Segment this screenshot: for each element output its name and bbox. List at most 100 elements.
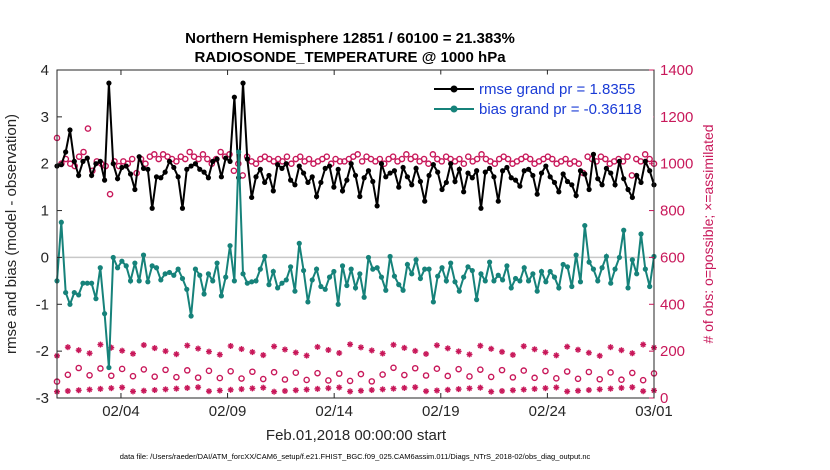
bias-point [89, 280, 95, 286]
rmse-point [162, 169, 168, 175]
obs-possible-point [460, 160, 468, 168]
bias-point [67, 301, 73, 307]
obs-assimilated-point [564, 343, 571, 350]
rmse-point [76, 172, 82, 179]
obs-assimilated-point [542, 349, 549, 356]
bias-point [270, 268, 276, 275]
bias-point [231, 278, 237, 284]
obs-assimilated-point [499, 348, 506, 355]
bias-point [603, 253, 610, 260]
obs-possible-point [323, 153, 331, 160]
x-tick-label: 03/01 [635, 403, 673, 420]
rmse-point [63, 149, 69, 155]
rmse-point [443, 179, 449, 186]
y-tick-label: -3 [36, 390, 49, 407]
bias-point [292, 288, 298, 294]
bias-point [253, 278, 259, 284]
bias-point [642, 266, 648, 272]
bias-point [573, 252, 579, 258]
rmse-point [629, 194, 635, 201]
obs-assimilated-point [531, 346, 538, 353]
obs-assimilated-point [260, 352, 267, 359]
bias-point [296, 240, 302, 246]
bias-point [482, 278, 488, 284]
obs-possible-point [217, 148, 224, 156]
obs-assimilated-point [553, 352, 560, 359]
rmse-point [538, 170, 545, 176]
rmse-point [638, 179, 644, 186]
obs-possible-point [106, 190, 114, 198]
rmse-point [365, 168, 372, 174]
obs-assimilated-point [271, 388, 278, 395]
obs-assimilated-point [292, 349, 299, 356]
rmse-point [517, 183, 523, 189]
rmse-point [283, 161, 289, 167]
obs-possible-low-point [346, 377, 354, 385]
obs-possible-low-point [75, 364, 83, 372]
bias-point [58, 219, 64, 225]
obs-assimilated-point [531, 385, 538, 392]
rmse-point [71, 158, 77, 164]
bias-point [508, 285, 514, 291]
rmse-point [452, 178, 458, 185]
rmse-point [249, 194, 255, 201]
obs-assimilated-point [281, 346, 288, 353]
obs-possible-point [575, 160, 583, 168]
obs-possible-point [646, 155, 653, 163]
rmse-point [551, 179, 558, 186]
rmse-point [331, 184, 337, 190]
y2-axis-label: # of obs: o=possible; ×=assimilated [700, 124, 716, 343]
obs-possible-point [252, 160, 260, 168]
obs-assimilated-point [466, 385, 473, 392]
bias-point [166, 269, 173, 276]
bias-point [478, 271, 484, 277]
bias-point [145, 279, 151, 285]
obs-possible-point [376, 155, 384, 163]
rmse-point [374, 203, 380, 209]
rmse-point [231, 94, 237, 100]
obs-assimilated-point [195, 384, 202, 391]
rmse-point [603, 165, 610, 171]
obs-possible-low-point [173, 373, 180, 381]
obs-possible-point [142, 160, 149, 168]
rmse-point [335, 166, 341, 172]
rmse-point [123, 163, 129, 169]
obs-assimilated-point [607, 385, 614, 392]
bias-series [54, 149, 657, 371]
bias-point [76, 292, 82, 298]
bias-point [331, 268, 337, 275]
obs-possible-low-point [498, 366, 506, 374]
obs-possible-point [491, 160, 499, 168]
legend-bias-marker [450, 105, 458, 113]
obs-assimilated-point [379, 386, 386, 393]
rmse-point [84, 155, 90, 161]
rmse-point [97, 158, 103, 164]
bias-point [621, 227, 627, 233]
obs-possible-point [389, 153, 397, 160]
obs-possible-point [279, 158, 286, 165]
rmse-point [279, 165, 285, 171]
obs-assimilated-point [618, 347, 625, 354]
obs-possible-low-point [140, 366, 148, 373]
obs-possible-point [186, 148, 193, 156]
rmse-point [313, 193, 320, 200]
bias-point [132, 260, 138, 266]
y-tick-label: 1 [41, 203, 49, 220]
bias-point [517, 278, 523, 284]
rmse-point [210, 158, 216, 164]
obs-assimilated-point [173, 351, 180, 358]
rmse-point [404, 174, 411, 180]
rmse-point [192, 161, 199, 167]
rmse-point [647, 168, 653, 174]
obs-assimilated-point [205, 388, 212, 395]
rmse-point [569, 182, 575, 188]
rmse-point [409, 182, 415, 188]
x-axis-label: Feb.01,2018 00:00:00 start [266, 427, 447, 444]
bias-point [326, 274, 333, 280]
obs-assimilated-point [195, 345, 202, 352]
bias-point [495, 272, 501, 278]
bias-point [114, 265, 121, 271]
obs-assimilated-point [466, 351, 473, 358]
obs-possible-low-point [249, 368, 256, 376]
obs-possible-point [84, 125, 92, 132]
